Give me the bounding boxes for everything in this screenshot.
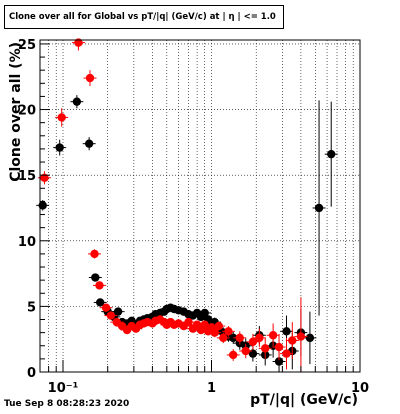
data-point (282, 327, 291, 336)
y-tick-label: 5 (27, 300, 36, 315)
data-point (314, 203, 324, 213)
data-point (241, 346, 250, 356)
data-point (219, 333, 228, 343)
data-point (74, 38, 83, 47)
y-tick-label: 15 (18, 169, 36, 184)
data-point (200, 308, 209, 318)
data-point (95, 281, 104, 290)
y-tick-label: 20 (18, 104, 36, 119)
data-point (255, 333, 264, 343)
data-point (261, 344, 270, 353)
data-point (229, 333, 238, 343)
data-point (84, 139, 94, 148)
data-point (101, 303, 111, 312)
data-point (106, 311, 116, 320)
y-tick-label: 25 (18, 38, 36, 53)
x-axis-title: pT/|q| (GeV/c) (250, 392, 358, 408)
data-point (235, 333, 244, 343)
data-point (85, 73, 95, 83)
data-point (282, 349, 291, 358)
data-point (55, 143, 64, 152)
data-point (229, 350, 238, 360)
data-point (327, 149, 336, 159)
data-points (36, 38, 338, 372)
data-point (274, 357, 284, 366)
x-tick-label: 10⁻¹ (48, 381, 79, 396)
data-point (200, 320, 209, 329)
data-point (274, 342, 284, 352)
data-point (210, 328, 219, 337)
data-point (248, 337, 258, 347)
data-point (38, 201, 47, 210)
series-red (37, 38, 308, 372)
data-point (224, 327, 233, 336)
y-tick-label: 10 (18, 235, 36, 250)
data-point (214, 321, 224, 331)
data-point (72, 97, 82, 106)
x-tick-label: 1 (207, 381, 216, 396)
data-point (184, 317, 193, 327)
grid (40, 40, 360, 372)
data-point (288, 336, 297, 345)
data-point (113, 307, 123, 316)
data-point (305, 333, 315, 343)
chart-title: Clone over all for Global vs pT/|q| (GeV… (4, 5, 284, 29)
data-point (91, 273, 100, 282)
data-point (248, 349, 258, 358)
data-point (268, 331, 278, 340)
data-point (90, 249, 99, 259)
data-point (57, 113, 66, 122)
x-tick-label: 10 (351, 381, 369, 396)
data-point (95, 298, 105, 307)
plot-frame (39, 39, 361, 373)
data-point (40, 173, 49, 182)
data-point (296, 332, 306, 341)
y-tick-label: 0 (27, 366, 36, 381)
axes: 0 5 10 15 20 25 10⁻¹ 1 10 (18, 38, 369, 396)
y-axis-title: Clone over all (%) (8, 42, 24, 182)
timestamp: Tue Sep 8 08:28:23 2020 (4, 399, 130, 409)
